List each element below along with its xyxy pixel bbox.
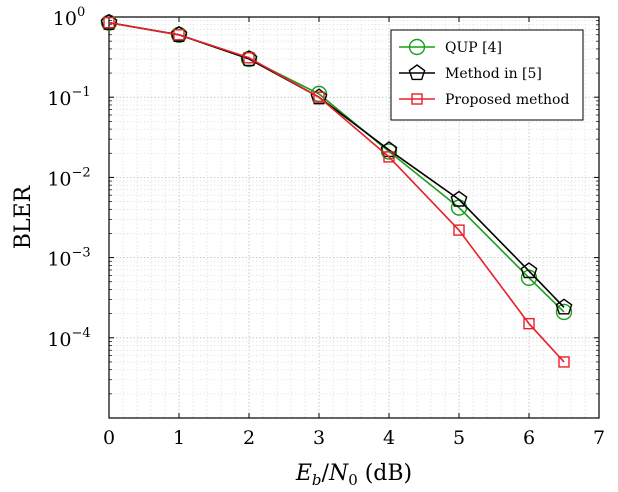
data-point: [523, 317, 535, 330]
data-point: [243, 52, 255, 64]
y-tick-label: 10−2: [47, 165, 90, 190]
data-point: [558, 356, 570, 368]
x-tick-label: 7: [593, 427, 605, 449]
legend-marker: [411, 93, 423, 105]
series-line: [108, 21, 565, 363]
x-tick-label: 4: [383, 427, 395, 449]
y-axis-label: BLER: [11, 184, 36, 249]
legend-entry: Method in [5]: [399, 64, 542, 82]
data-point: [170, 25, 188, 42]
legend-entry: Proposed method: [399, 92, 569, 108]
y-tick-label: 100: [53, 5, 85, 30]
data-point: [555, 298, 573, 315]
x-tick-label: 1: [173, 427, 185, 449]
data-point: [450, 190, 468, 207]
data-point: [383, 151, 395, 163]
legend-label: Proposed method: [445, 92, 569, 108]
data-point: [555, 303, 573, 321]
x-axis-label: Eb/N0 (dB): [295, 461, 412, 489]
data-point: [103, 16, 115, 29]
legend-entry: QUP [4]: [399, 38, 502, 56]
y-tick-label: 10−4: [47, 326, 90, 351]
x-tick-label: 2: [243, 427, 255, 449]
data-point: [453, 224, 465, 236]
data-point: [313, 91, 325, 103]
y-tick-label: 10−1: [47, 85, 90, 110]
series: [100, 13, 573, 368]
data-point: [520, 262, 538, 279]
legend-marker: [408, 38, 426, 56]
legend-marker: [408, 64, 426, 81]
y-tick-label: 10−3: [47, 246, 90, 271]
legend: QUP [4] Method in [5] Proposed method: [390, 29, 584, 121]
x-tick-label: 3: [313, 427, 325, 449]
x-tick-label: 6: [523, 427, 535, 449]
plot-frame: [108, 16, 600, 419]
x-tick-label: 5: [453, 427, 465, 449]
legend-label: QUP [4]: [445, 40, 502, 56]
x-tick-label: 0: [103, 427, 115, 449]
legend-label: Method in [5]: [445, 66, 542, 82]
grid: [108, 17, 599, 419]
ticks: 0 1 2 3 4 5 6 7 100 10−1 10−2 10−3 10−4: [47, 5, 605, 449]
series-3: [103, 16, 570, 368]
data-point: [100, 13, 118, 30]
data-point: [173, 29, 185, 41]
